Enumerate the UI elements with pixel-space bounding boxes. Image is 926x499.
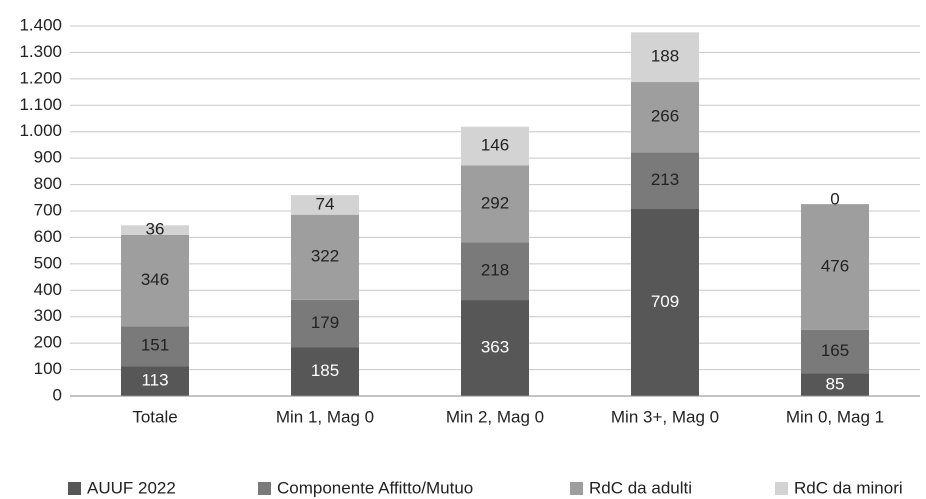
bar-segment: [121, 326, 189, 367]
data-label: 146: [481, 135, 509, 154]
y-tick-label: 100: [34, 359, 62, 378]
y-tick-label: 1.400: [19, 15, 62, 34]
y-tick-label: 1.000: [19, 121, 62, 140]
data-label: 363: [481, 338, 509, 357]
y-tick-label: 700: [34, 200, 62, 219]
y-tick-label: 300: [34, 306, 62, 325]
data-label: 346: [141, 270, 169, 289]
data-label: 292: [481, 193, 509, 212]
x-tick-label: Min 2, Mag 0: [446, 407, 544, 426]
data-label: 74: [316, 194, 335, 213]
legend-swatch: [775, 482, 788, 495]
x-tick-label: Min 1, Mag 0: [276, 407, 374, 426]
bar-segment: [121, 234, 189, 327]
bar-segment: [291, 214, 359, 300]
data-label: 709: [651, 292, 679, 311]
bar-segment: [291, 299, 359, 348]
data-label: 165: [821, 341, 849, 360]
data-label: 113: [141, 371, 168, 390]
bar-segment: [291, 347, 359, 396]
y-tick-label: 800: [34, 174, 62, 193]
data-label: 476: [821, 257, 849, 276]
bar-segment: [801, 373, 869, 396]
bar-segment: [631, 82, 699, 153]
bar-segment: [291, 195, 359, 215]
data-label: 179: [311, 313, 339, 332]
legend-label: AUUF 2022: [87, 478, 176, 497]
data-label: 218: [481, 261, 509, 280]
y-tick-label: 1.200: [19, 68, 62, 87]
bar-segment: [461, 126, 529, 166]
legend-label: Componente Affitto/Mutuo: [277, 478, 473, 497]
y-tick-label: 1.300: [19, 42, 62, 61]
data-label: 213: [651, 170, 679, 189]
bar-segment: [801, 204, 869, 330]
data-label: 151: [141, 336, 169, 355]
legend-label: RdC da adulti: [589, 478, 692, 497]
bar-segment: [631, 32, 699, 83]
legend-swatch: [258, 482, 271, 495]
y-tick-label: 500: [34, 253, 62, 272]
x-tick-label: Totale: [132, 407, 177, 426]
x-tick-label: Min 0, Mag 1: [786, 407, 884, 426]
legend-label: RdC da minori: [794, 478, 903, 497]
bar-segment: [631, 152, 699, 209]
y-tick-label: 400: [34, 280, 62, 299]
bar-segment: [801, 329, 869, 374]
data-label: 0: [830, 190, 839, 209]
data-label: 322: [311, 247, 339, 266]
legend-swatch: [68, 482, 81, 495]
data-label: 85: [826, 374, 845, 393]
bar-segment: [461, 242, 529, 301]
bar-segment: [631, 208, 699, 396]
data-label: 188: [651, 47, 679, 66]
y-tick-label: 900: [34, 148, 62, 167]
bar-segment: [461, 300, 529, 396]
bar-segment: [121, 225, 189, 235]
data-label: 36: [146, 220, 165, 239]
data-label: 185: [311, 361, 339, 380]
y-tick-label: 1.100: [19, 95, 62, 114]
legend-swatch: [570, 482, 583, 495]
y-tick-label: 200: [34, 333, 62, 352]
x-tick-label: Min 3+, Mag 0: [611, 407, 719, 426]
bar-segment: [461, 165, 529, 243]
y-tick-label: 600: [34, 227, 62, 246]
bar-segment: [121, 366, 189, 396]
y-tick-label: 0: [53, 385, 62, 404]
data-label: 266: [651, 107, 679, 126]
